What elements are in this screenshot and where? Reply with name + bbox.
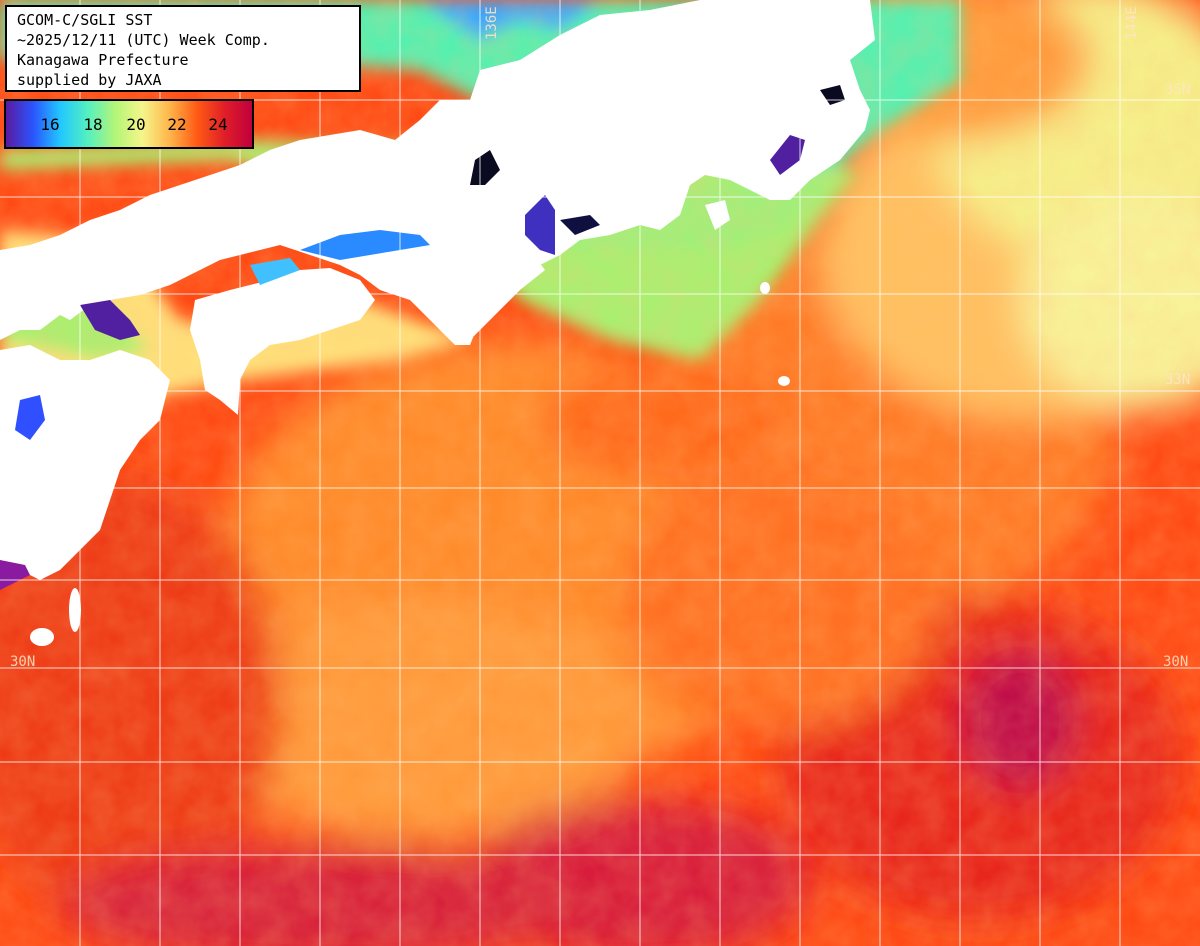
title-line-supplier: supplied by JAXA <box>17 71 162 89</box>
legend-label-18: 18 <box>83 115 103 134</box>
latitude-label-30n-left: 30N <box>10 654 36 670</box>
land-kii <box>400 250 545 345</box>
latitude-label-33n: 33N <box>1165 372 1191 388</box>
color-legend: 16 18 20 22 24 <box>4 99 254 149</box>
title-line-date: ~2025/12/11 (UTC) Week Comp. <box>17 31 270 49</box>
land-honshu <box>0 0 875 345</box>
longitude-label-144e: 144E <box>1124 6 1140 40</box>
land-island-3 <box>30 628 54 646</box>
land-island-4 <box>69 588 81 632</box>
title-box: GCOM-C/SGLI SST ~2025/12/11 (UTC) Week C… <box>5 5 361 92</box>
land-island-1 <box>760 282 770 294</box>
legend-label-16: 16 <box>40 115 60 134</box>
land-island-5 <box>12 380 28 392</box>
land-izu <box>705 200 730 230</box>
latitude-label-30n-right: 30N <box>1163 654 1189 670</box>
legend-label-24: 24 <box>208 115 228 134</box>
cool-bays <box>0 85 845 590</box>
longitude-label-136e: 136E <box>484 6 500 40</box>
land-japan <box>0 0 875 646</box>
title-line-product: GCOM-C/SGLI SST <box>17 11 153 29</box>
land-island-2 <box>778 376 790 386</box>
latitude-label-35n: 35N <box>1165 82 1191 98</box>
legend-label-20: 20 <box>126 115 146 134</box>
land-kyushu <box>0 345 170 580</box>
legend-label-22: 22 <box>167 115 187 134</box>
title-line-agency: Kanagawa Prefecture <box>17 51 189 69</box>
legend-gradient-bar <box>6 101 252 147</box>
land-shikoku <box>190 268 375 415</box>
